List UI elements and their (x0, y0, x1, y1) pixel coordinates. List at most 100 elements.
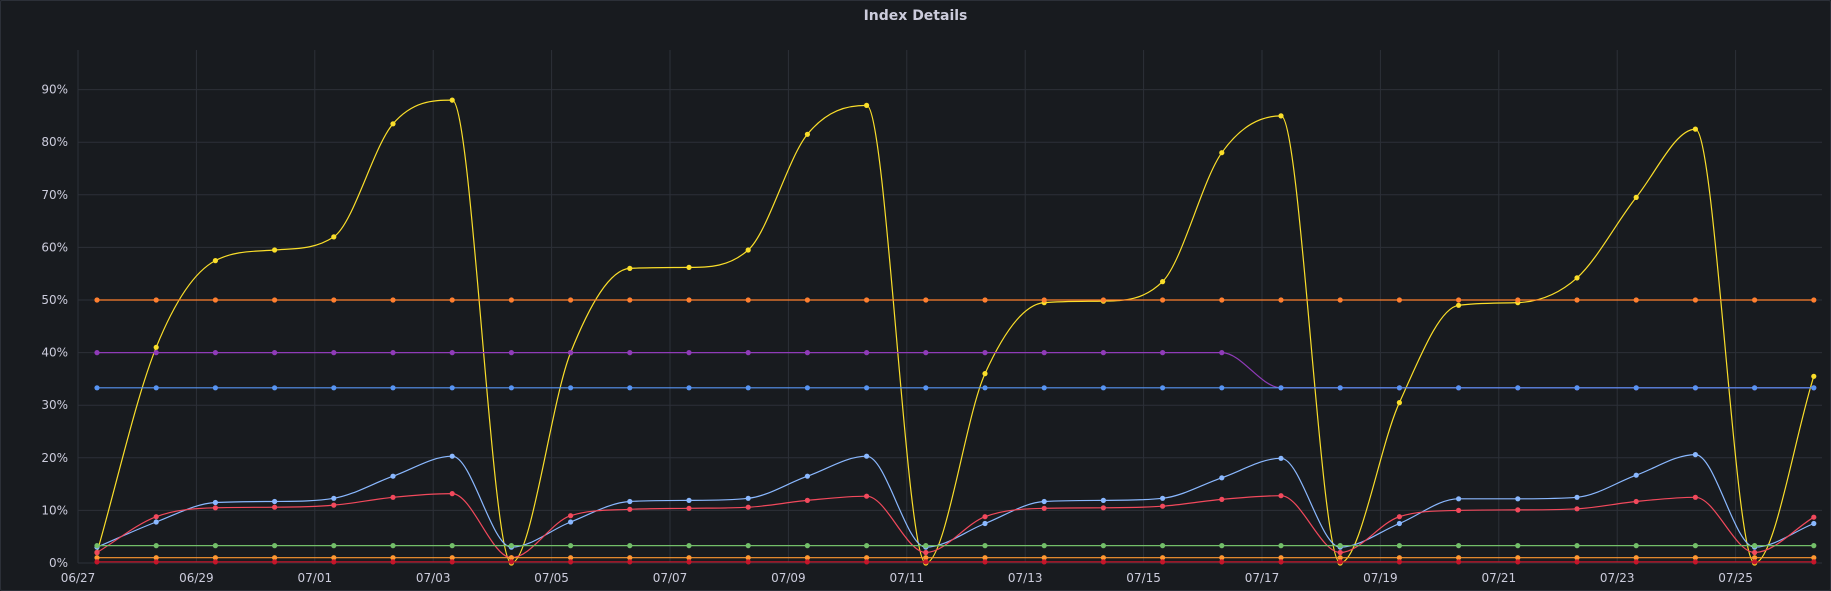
data-point (331, 502, 337, 508)
y-axis: 0% 10% 20% 30% 40% 50% 60% 70% 80% 90% (41, 83, 68, 570)
data-point (1100, 559, 1106, 565)
data-point (1633, 472, 1639, 478)
series-line (96, 99, 1815, 564)
data-point (153, 514, 159, 520)
data-point (1100, 505, 1106, 511)
data-point (331, 385, 337, 391)
data-point (1337, 543, 1343, 549)
data-point (804, 473, 811, 479)
data-point (627, 559, 633, 565)
data-point (745, 559, 751, 565)
data-point (153, 543, 159, 549)
data-point (745, 495, 751, 501)
data-point (390, 385, 396, 391)
data-point (686, 543, 692, 549)
data-point (804, 297, 811, 303)
data-point (686, 505, 692, 511)
data-point (1456, 496, 1462, 502)
data-point (1752, 555, 1758, 561)
data-point (449, 385, 455, 391)
data-point (686, 350, 692, 356)
data-point (1692, 543, 1698, 549)
data-point (272, 555, 278, 561)
data-point (1515, 385, 1521, 391)
data-point (1811, 520, 1817, 527)
data-point (1515, 555, 1521, 561)
data-point (1100, 555, 1106, 561)
x-tick-label: 07/05 (534, 571, 569, 585)
data-point (982, 297, 988, 303)
data-point (1692, 126, 1698, 132)
data-point (1692, 494, 1698, 500)
data-point (1574, 506, 1580, 512)
data-point (1811, 543, 1817, 549)
data-point (1100, 350, 1106, 356)
data-point (1278, 493, 1284, 499)
data-point (449, 543, 455, 549)
data-point (1041, 350, 1047, 356)
y-tick-label: 90% (41, 83, 68, 97)
data-point (1692, 452, 1698, 458)
data-point (1633, 543, 1639, 549)
data-point (508, 297, 514, 303)
data-point (272, 297, 278, 303)
data-point (212, 543, 218, 549)
data-point (745, 555, 751, 561)
data-point (804, 497, 811, 503)
data-point (1752, 297, 1758, 303)
data-point (627, 350, 633, 356)
series-5 (94, 452, 1817, 550)
data-point (272, 385, 278, 391)
data-point (449, 559, 455, 565)
x-tick-label: 07/25 (1718, 571, 1753, 585)
data-point (1574, 275, 1580, 281)
data-point (1219, 496, 1225, 502)
data-point (390, 297, 396, 303)
data-point (1574, 543, 1580, 549)
data-point (804, 543, 811, 549)
data-point (568, 350, 574, 356)
data-point (331, 350, 337, 356)
data-point (804, 385, 811, 391)
data-point (331, 543, 337, 549)
data-point (153, 555, 159, 561)
data-point (982, 559, 988, 565)
data-point (1219, 559, 1225, 565)
data-point (1752, 559, 1758, 565)
data-point (153, 559, 159, 565)
y-tick-label: 20% (41, 451, 68, 465)
data-point (1337, 385, 1343, 391)
x-tick-label: 07/23 (1600, 571, 1635, 585)
y-tick-label: 0% (49, 556, 68, 570)
data-point (1041, 555, 1047, 561)
data-point (272, 498, 278, 505)
data-point (1337, 549, 1343, 556)
data-point (1100, 497, 1106, 503)
data-point (272, 504, 278, 510)
data-point (153, 519, 159, 525)
data-point (212, 559, 218, 565)
data-point (508, 559, 514, 565)
x-tick-label: 07/09 (771, 571, 806, 585)
x-tick-label: 07/15 (1126, 571, 1161, 585)
data-point (923, 549, 929, 556)
data-point (1515, 543, 1521, 549)
data-point (923, 559, 929, 565)
data-point (1160, 503, 1166, 509)
data-point (449, 555, 455, 561)
data-point (1515, 496, 1521, 502)
data-point (212, 555, 218, 561)
grid (77, 50, 1822, 564)
data-point (390, 543, 396, 549)
data-point (1219, 543, 1225, 549)
data-point (1515, 507, 1521, 513)
data-point (1811, 555, 1817, 561)
data-point (272, 543, 278, 549)
data-point (272, 247, 278, 253)
data-point (864, 297, 870, 303)
data-point (804, 131, 811, 137)
data-point (1337, 559, 1343, 565)
data-point (1456, 559, 1462, 565)
data-point (864, 543, 870, 549)
